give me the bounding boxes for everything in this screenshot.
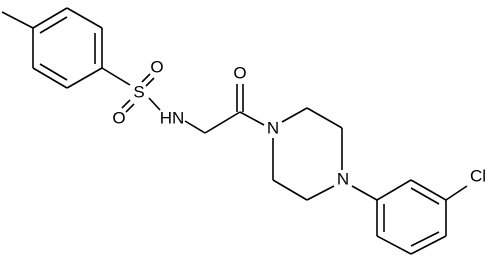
atom-label: HN xyxy=(160,109,185,128)
bonds xyxy=(1,7,468,255)
atom-label: N xyxy=(267,119,279,138)
atom-label: O xyxy=(233,64,246,83)
atom-label: O xyxy=(150,58,163,77)
atom-label: N xyxy=(337,170,349,189)
atom-label: Cl xyxy=(470,167,486,186)
atom-label: O xyxy=(112,109,125,128)
atom-label: S xyxy=(133,83,144,102)
